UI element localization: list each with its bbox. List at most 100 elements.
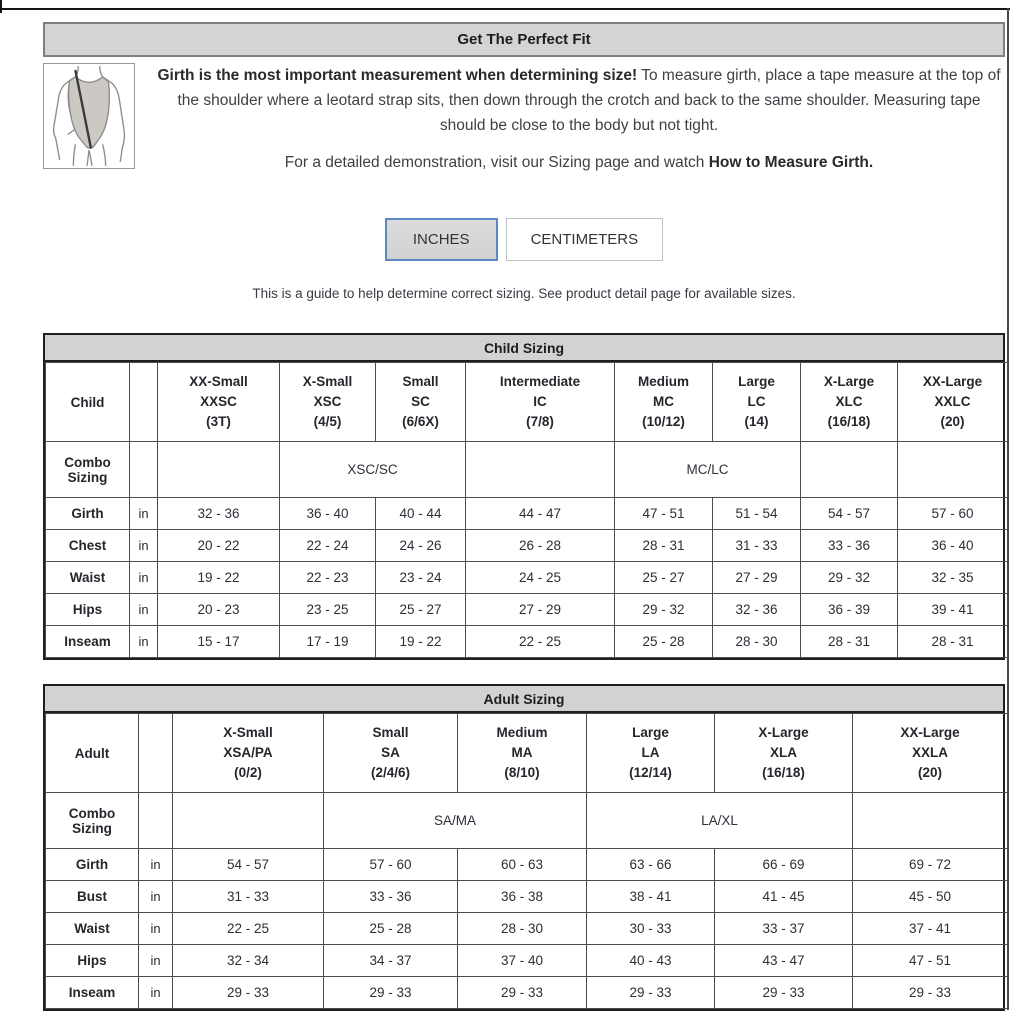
unit-cell: in xyxy=(138,976,173,1010)
sizing-guide-page: Get The Perfect Fit xyxy=(43,22,1008,1011)
measurement-value: 36 - 39 xyxy=(800,593,898,627)
measurement-value: 19 - 22 xyxy=(375,625,466,659)
measurement-value: 41 - 45 xyxy=(714,880,853,914)
measurement-value: 22 - 24 xyxy=(279,529,376,563)
measurement-label: Inseam xyxy=(45,625,130,659)
measurement-value: 25 - 27 xyxy=(375,593,466,627)
measurement-value: 32 - 36 xyxy=(712,593,801,627)
measurement-value: 17 - 19 xyxy=(279,625,376,659)
page-title-label: Get The Perfect Fit xyxy=(457,31,591,48)
measurement-value: 47 - 51 xyxy=(852,944,1008,978)
measurement-label: Inseam xyxy=(45,976,139,1010)
unit-cell: in xyxy=(138,912,173,946)
measurement-value: 25 - 27 xyxy=(614,561,713,595)
measurement-value: 25 - 28 xyxy=(614,625,713,659)
demo-note-text: For a detailed demonstration, visit our … xyxy=(284,154,709,172)
inches-button[interactable]: INCHES xyxy=(384,218,498,262)
measurement-value: 57 - 60 xyxy=(323,848,458,882)
unit-cell: in xyxy=(129,529,158,563)
size-column-header: Small SA (2/4/6) xyxy=(323,713,458,794)
measurement-value: 28 - 31 xyxy=(614,529,713,563)
measurement-value: 54 - 57 xyxy=(172,848,324,882)
adult-sizing-grid: Adult X-Small XSA/PA (0/2) Small SA (2/4/6) Med… xyxy=(45,713,1008,1010)
combo-cell xyxy=(465,441,615,499)
adult-sizing-title: Adult Sizing xyxy=(45,686,1003,714)
measurement-value: 20 - 23 xyxy=(157,593,280,627)
measurement-value: 60 - 63 xyxy=(457,848,587,882)
measurement-value: 22 - 23 xyxy=(279,561,376,595)
unit-column-spacer xyxy=(138,792,173,850)
measurement-value: 29 - 32 xyxy=(614,593,713,627)
measurement-value: 32 - 34 xyxy=(172,944,324,978)
measurement-row: Girth in 54 - 57 57 - 60 60 - 63 63 - 66 66 - … xyxy=(45,848,1008,882)
measurement-value: 37 - 41 xyxy=(852,912,1008,946)
measurement-value: 26 - 28 xyxy=(465,529,615,563)
size-column-header: X-Large XLC (16/18) xyxy=(800,362,898,443)
measurement-value: 30 - 33 xyxy=(586,912,715,946)
measurement-value: 27 - 29 xyxy=(465,593,615,627)
unit-column-spacer xyxy=(129,441,158,499)
combo-cell xyxy=(172,792,324,850)
measurement-value: 69 - 72 xyxy=(852,848,1008,882)
centimeters-button[interactable]: CENTIMETERS xyxy=(505,218,664,262)
measurement-value: 22 - 25 xyxy=(465,625,615,659)
measurement-value: 57 - 60 xyxy=(897,497,1008,531)
measurement-value: 29 - 33 xyxy=(852,976,1008,1010)
unit-column-spacer xyxy=(138,713,173,794)
unit-toggle-group: INCHES CENTIMETERS xyxy=(43,218,1005,262)
size-column-header: Small SC (6/6X) xyxy=(375,362,466,443)
combo-sizing-label: Combo Sizing xyxy=(45,792,139,850)
size-column-header: Large LA (12/14) xyxy=(586,713,715,794)
unit-cell: in xyxy=(138,880,173,914)
measurement-value: 37 - 40 xyxy=(457,944,587,978)
girth-instructions: Girth is the most important measurement … xyxy=(153,63,1005,138)
combo-cell xyxy=(800,441,898,499)
measurement-value: 36 - 40 xyxy=(279,497,376,531)
child-sizing-title: Child Sizing xyxy=(45,335,1003,363)
measurement-value: 38 - 41 xyxy=(586,880,715,914)
combo-cell xyxy=(157,441,280,499)
measurement-value: 32 - 36 xyxy=(157,497,280,531)
size-column-header: Medium MA (8/10) xyxy=(457,713,587,794)
measurement-value: 29 - 33 xyxy=(714,976,853,1010)
measurement-value: 44 - 47 xyxy=(465,497,615,531)
size-column-header: Medium MC (10/12) xyxy=(614,362,713,443)
measurement-value: 31 - 33 xyxy=(172,880,324,914)
size-column-header: XX-Small XXSC (3T) xyxy=(157,362,280,443)
page-title: Get The Perfect Fit xyxy=(43,22,1005,57)
adult-sizing-table: Adult Sizing Adult X-Small XSA/PA (0/2) Small… xyxy=(43,684,1008,1011)
measurement-value: 15 - 17 xyxy=(157,625,280,659)
measurement-value: 32 - 35 xyxy=(897,561,1008,595)
measurement-label: Chest xyxy=(45,529,130,563)
measurement-value: 29 - 33 xyxy=(172,976,324,1010)
girth-instructions-body: To measure girth, place a tape measure a… xyxy=(177,67,1001,135)
measurement-row: Inseam in 15 - 17 17 - 19 19 - 22 22 - 25 25 -… xyxy=(45,625,1008,659)
measurement-value: 28 - 31 xyxy=(897,625,1008,659)
combo-cell: MC/LC xyxy=(614,441,801,499)
measurement-value: 29 - 32 xyxy=(800,561,898,595)
child-sizing-table: Child Sizing Child XX-Small XXSC (3T) X-Small… xyxy=(43,333,1008,661)
unit-cell: in xyxy=(138,944,173,978)
intro-text-column: Girth is the most important measurement … xyxy=(135,63,1005,172)
measurement-row: Waist in 22 - 25 25 - 28 28 - 30 30 - 33 33 - … xyxy=(45,912,1008,946)
unit-cell: in xyxy=(129,625,158,659)
combo-cell: XSC/SC xyxy=(279,441,466,499)
measurement-value: 28 - 31 xyxy=(800,625,898,659)
combo-cell: LA/XL xyxy=(586,792,853,850)
intro-section: Girth is the most important measurement … xyxy=(43,63,1005,172)
unit-column-spacer xyxy=(129,362,158,443)
measurement-value: 40 - 43 xyxy=(586,944,715,978)
measurement-value: 23 - 25 xyxy=(279,593,376,627)
size-column-header: X-Small XSC (4/5) xyxy=(279,362,376,443)
measurement-value: 29 - 33 xyxy=(323,976,458,1010)
demo-note: For a detailed demonstration, visit our … xyxy=(153,154,1005,172)
measurement-value: 66 - 69 xyxy=(714,848,853,882)
measurement-value: 25 - 28 xyxy=(323,912,458,946)
size-column-header: Large LC (14) xyxy=(712,362,801,443)
measurement-value: 33 - 36 xyxy=(323,880,458,914)
measurement-value: 33 - 37 xyxy=(714,912,853,946)
measurement-value: 28 - 30 xyxy=(712,625,801,659)
unit-cell: in xyxy=(129,561,158,595)
combo-cell: SA/MA xyxy=(323,792,587,850)
measurement-value: 63 - 66 xyxy=(586,848,715,882)
